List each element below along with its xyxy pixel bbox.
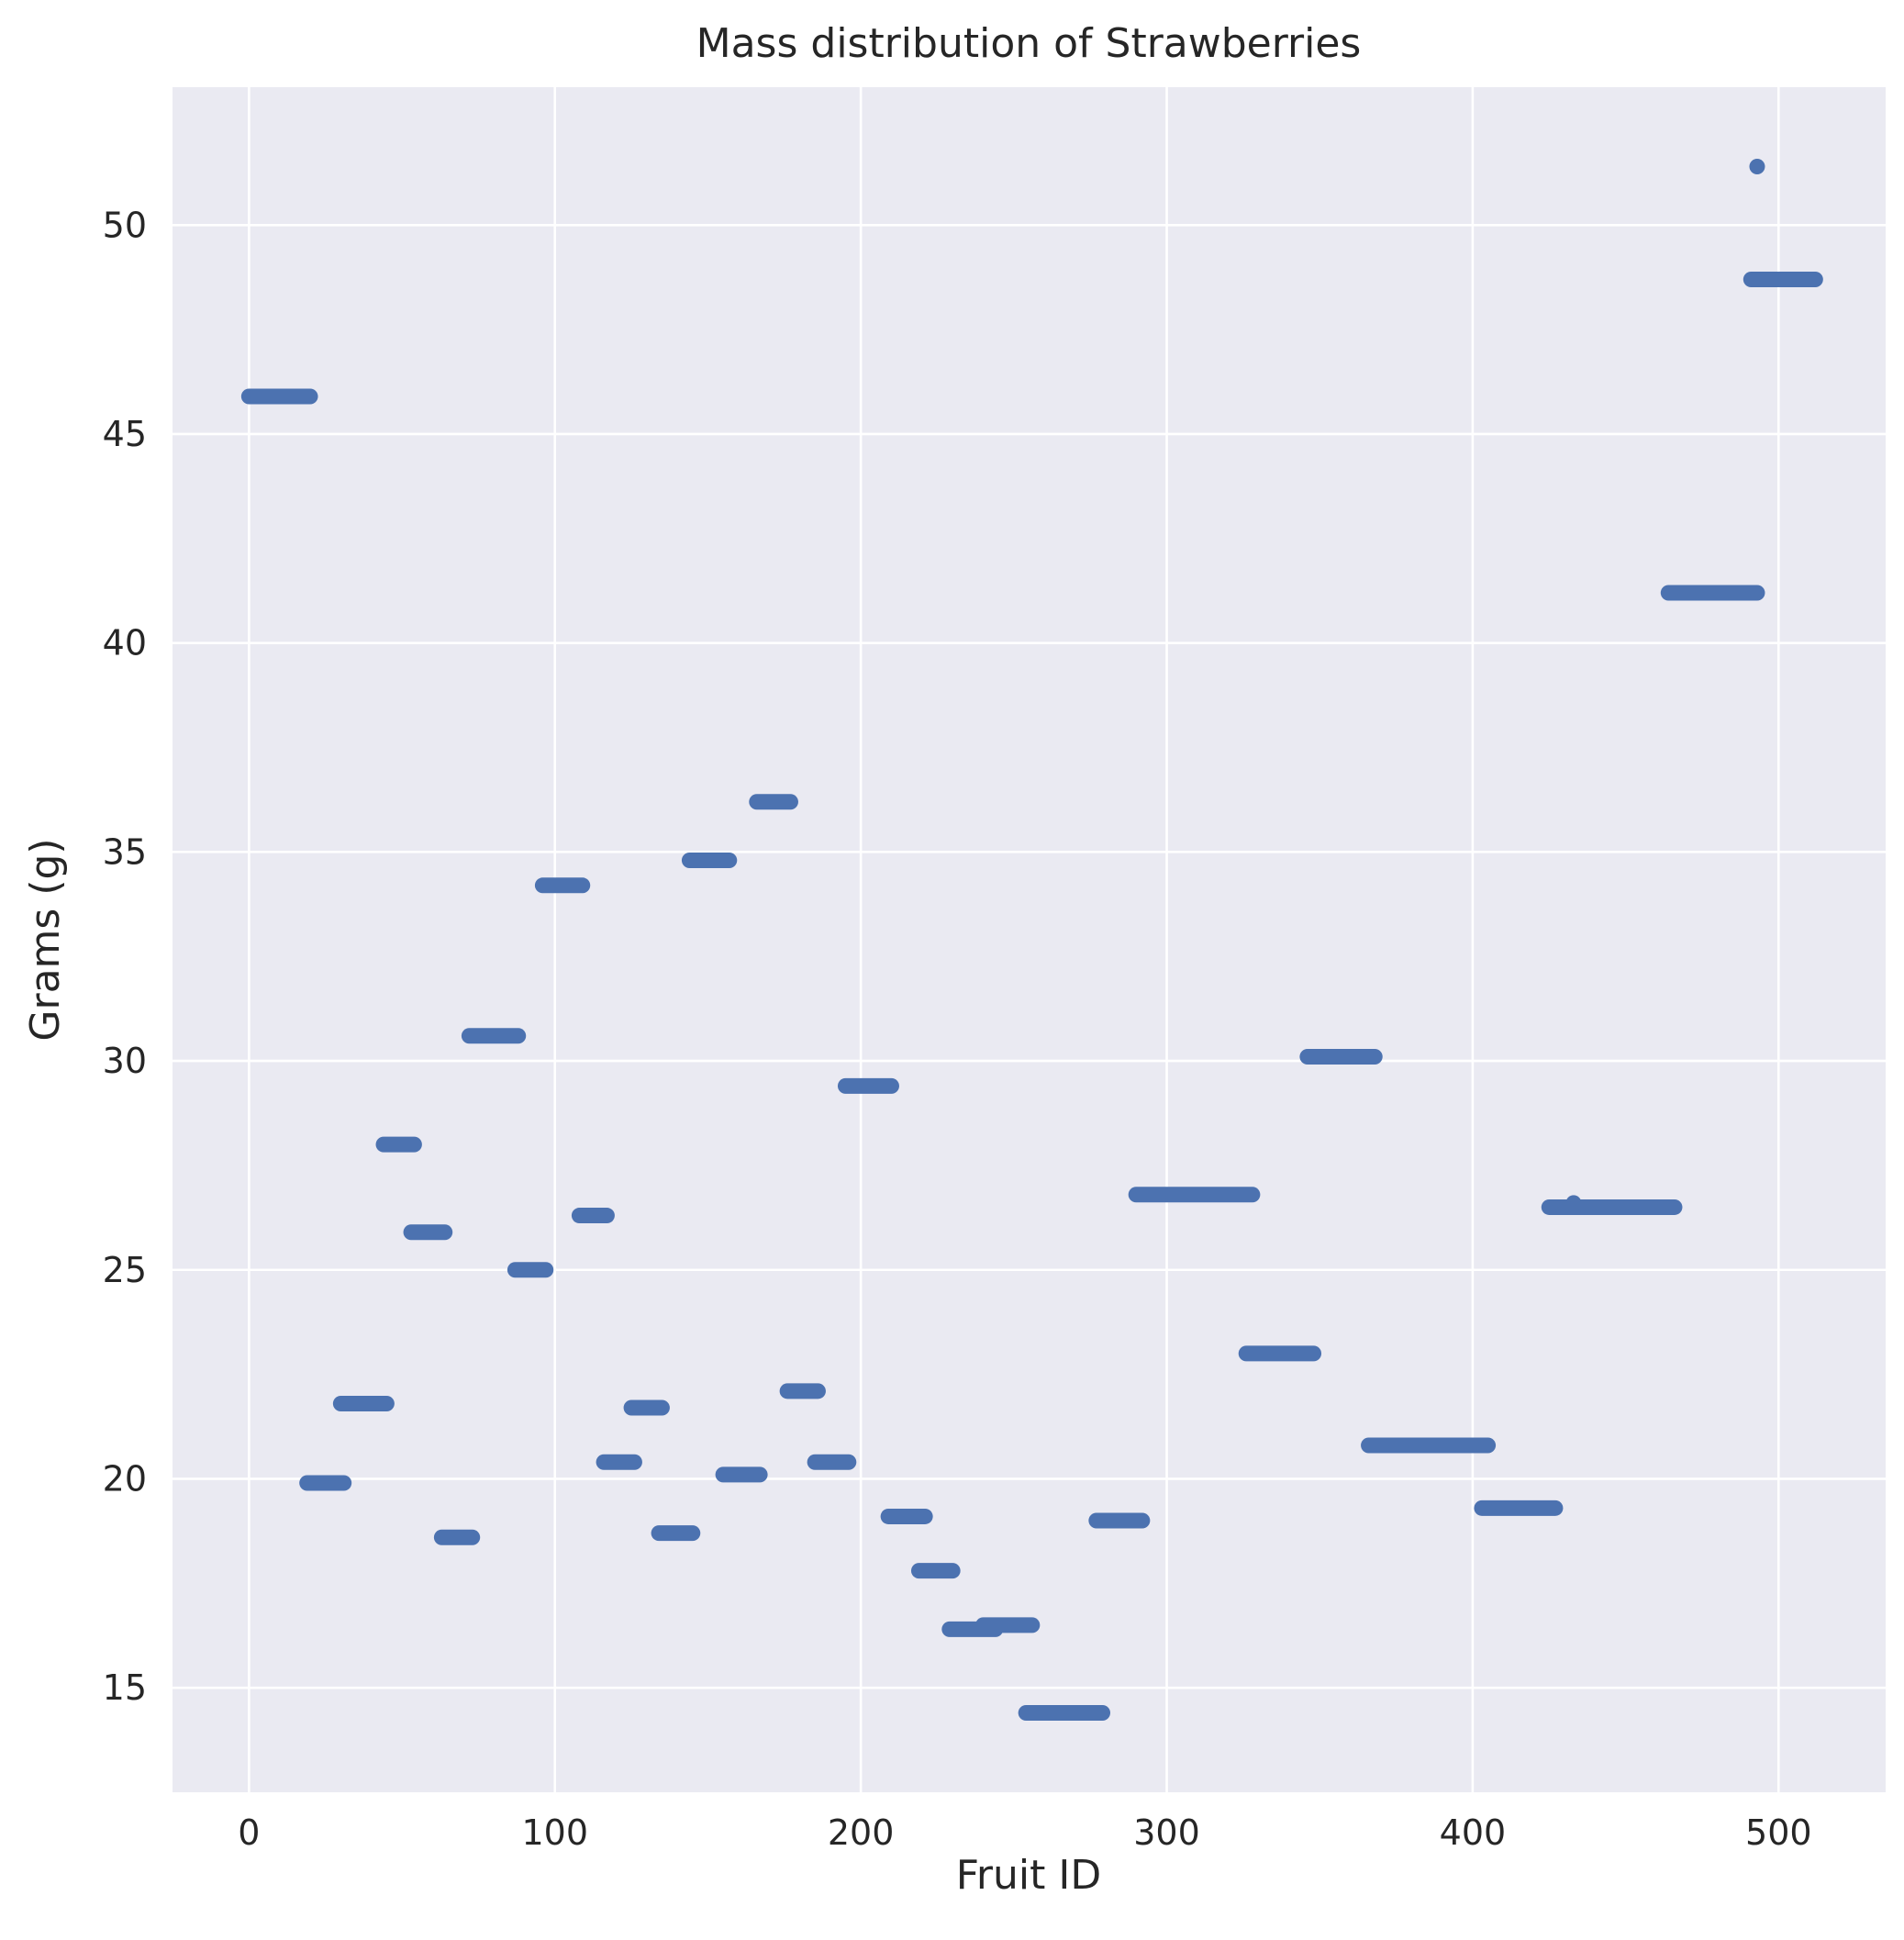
y-tick-label: 25: [103, 1250, 147, 1290]
x-tick-label: 200: [828, 1812, 895, 1853]
data-points: [240, 159, 1823, 1721]
x-tick-label: 400: [1440, 1812, 1507, 1853]
grid-lines: [173, 87, 1886, 1792]
y-tick-label: 15: [103, 1667, 147, 1708]
x-tick-label: 500: [1745, 1812, 1812, 1853]
x-axis-label: Fruit ID: [956, 1852, 1101, 1899]
x-tick-labels: 0 100 200 300 400 500: [238, 1812, 1811, 1853]
x-tick-label: 300: [1133, 1812, 1200, 1853]
y-tick-label: 35: [103, 831, 147, 872]
x-tick-label: 100: [521, 1812, 588, 1853]
x-tick-label: 0: [238, 1812, 260, 1853]
y-tick-label: 50: [103, 205, 147, 245]
data-point: [1749, 159, 1765, 175]
y-tick-label: 45: [103, 414, 147, 454]
y-tick-label: 20: [103, 1458, 147, 1499]
plot-background: [173, 87, 1886, 1792]
chart-title: Mass distribution of Strawberries: [696, 20, 1362, 67]
y-tick-label: 40: [103, 623, 147, 663]
data-point: [1565, 1195, 1582, 1211]
y-tick-labels: 15 20 25 30 35 40 45 50: [103, 205, 147, 1708]
y-tick-label: 30: [103, 1041, 147, 1081]
y-axis-label: Grams (g): [22, 838, 69, 1041]
